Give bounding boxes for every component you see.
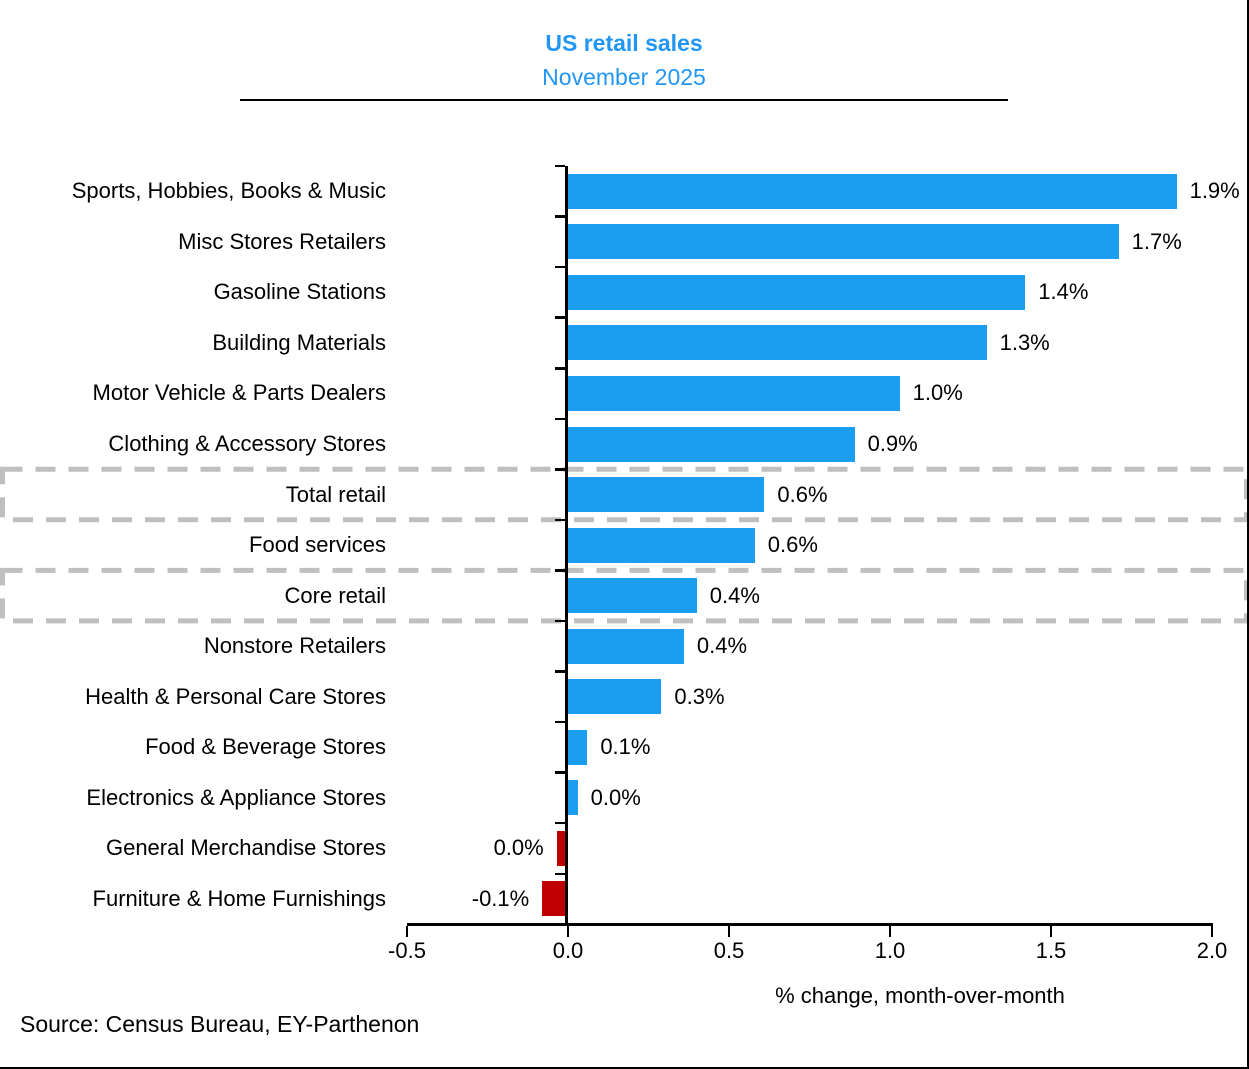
category-label: Furniture & Home Furnishings xyxy=(92,885,386,911)
value-label: 0.6% xyxy=(767,532,818,558)
x-axis-tick-label: 0.0 xyxy=(552,938,584,963)
y-axis-tick xyxy=(555,518,565,522)
bar-positive xyxy=(568,477,765,513)
x-axis-tick xyxy=(1210,925,1214,937)
canvas-border-right xyxy=(1246,0,1249,1069)
bar-positive xyxy=(568,780,578,816)
y-axis-tick xyxy=(555,215,565,218)
category-label: Food services xyxy=(249,532,386,558)
category-label: Total retail xyxy=(285,481,386,507)
bar-positive xyxy=(568,274,1026,310)
bar-negative xyxy=(542,881,568,917)
x-axis-tick xyxy=(888,925,892,937)
y-axis-tick xyxy=(555,771,565,774)
category-label: Nonstore Retailers xyxy=(203,633,386,659)
x-axis-tick xyxy=(727,925,731,937)
bar-positive xyxy=(568,426,855,462)
x-axis-tick xyxy=(405,925,409,937)
value-label: 0.4% xyxy=(709,582,760,608)
y-axis-tick xyxy=(555,265,565,269)
category-label: Gasoline Stations xyxy=(213,279,386,305)
y-axis-tick xyxy=(555,720,565,724)
x-axis-tick-label: 1.5 xyxy=(1035,938,1067,963)
source-note: Source: Census Bureau, EY-Parthenon xyxy=(20,1011,420,1037)
x-axis-tick-label: -0.5 xyxy=(388,938,426,963)
x-axis-tick-label: 1.0 xyxy=(874,938,906,963)
category-label: Motor Vehicle & Parts Dealers xyxy=(92,380,386,406)
bar-positive xyxy=(568,729,588,765)
value-label: 0.6% xyxy=(777,481,828,507)
y-axis-tick xyxy=(555,316,565,319)
value-label: 1.7% xyxy=(1131,228,1182,254)
bar-positive xyxy=(568,527,755,563)
category-label: Clothing & Accessory Stores xyxy=(108,431,386,457)
chart-title: US retail sales xyxy=(545,30,703,56)
x-axis-title: % change, month-over-month xyxy=(775,983,1065,1008)
y-axis-tick xyxy=(555,164,565,168)
category-label: Core retail xyxy=(284,582,386,608)
bar-positive xyxy=(568,679,662,715)
category-label: Building Materials xyxy=(212,329,386,355)
category-label: Electronics & Appliance Stores xyxy=(86,784,386,810)
value-label: 1.3% xyxy=(999,329,1050,355)
bar-positive xyxy=(568,375,900,411)
category-label: Health & Personal Care Stores xyxy=(85,683,386,709)
value-label: 1.4% xyxy=(1038,279,1089,305)
value-label: 0.4% xyxy=(696,633,748,659)
chart-subtitle: November 2025 xyxy=(542,64,706,90)
category-label: General Merchandise Stores xyxy=(105,835,386,861)
y-axis-tick xyxy=(555,821,565,825)
x-axis-tick xyxy=(566,925,570,937)
y-axis-tick xyxy=(555,468,565,471)
category-label: Sports, Hobbies, Books & Music xyxy=(71,178,386,204)
category-label: Misc Stores Retailers xyxy=(178,228,386,254)
bar-positive xyxy=(568,578,697,614)
y-axis-line xyxy=(565,166,568,926)
y-axis-tick xyxy=(555,670,565,673)
y-axis-tick xyxy=(555,619,565,623)
value-label: 0.3% xyxy=(674,683,725,709)
x-axis-tick xyxy=(1049,925,1053,937)
value-label: 1.0% xyxy=(912,380,963,406)
value-label: 0.1% xyxy=(600,734,651,760)
bar-positive xyxy=(568,628,684,664)
category-label: Food & Beverage Stores xyxy=(145,734,386,760)
y-axis-tick xyxy=(555,872,565,875)
value-label: 0.0% xyxy=(493,835,544,861)
value-label: -0.1% xyxy=(471,885,530,911)
value-label: 0.9% xyxy=(867,431,918,457)
y-axis-tick xyxy=(555,569,565,572)
value-label: 1.9% xyxy=(1189,178,1240,204)
x-axis-tick-label: 0.5 xyxy=(713,938,745,963)
chart-header: US retail sales November 2025 xyxy=(240,30,1008,101)
bar-negative xyxy=(556,830,568,866)
bar-positive xyxy=(568,173,1177,209)
value-label: 0.0% xyxy=(590,784,641,810)
y-axis-tick xyxy=(555,367,565,370)
y-axis-tick xyxy=(555,417,565,421)
canvas-border-bottom xyxy=(0,1066,1249,1069)
bar-positive xyxy=(568,325,987,361)
x-axis-line xyxy=(406,922,1213,926)
x-axis-tick-label: 2.0 xyxy=(1196,938,1228,963)
bar-positive xyxy=(568,224,1119,260)
